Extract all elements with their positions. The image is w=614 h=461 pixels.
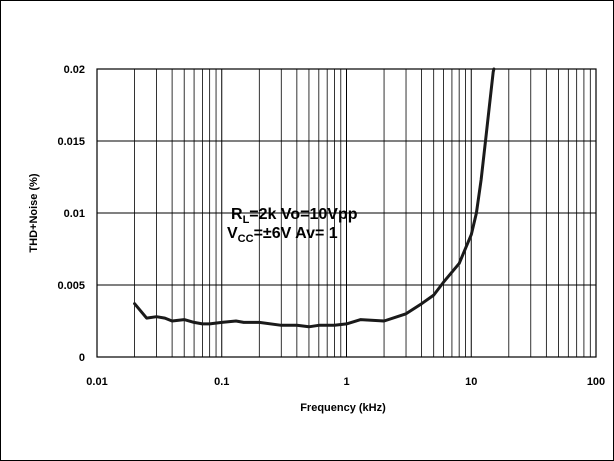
y-tick-label: 0.005 — [57, 280, 85, 292]
grid — [96, 68, 597, 358]
y-axis-title: THD+Noise (%) — [28, 173, 40, 252]
x-tick-label: 0.1 — [214, 376, 229, 388]
y-tick-label: 0.01 — [64, 208, 85, 220]
x-tick-label: 0.01 — [86, 376, 107, 388]
y-tick-label: 0.02 — [64, 64, 85, 76]
x-tick-label: 100 — [587, 376, 605, 388]
tick-labels: 0.01 0.1 1 10 100 0 0.005 0.01 0.015 0.02 — [57, 64, 605, 388]
x-axis-title: Frequency (kHz) — [300, 402, 386, 414]
x-tick-label: 1 — [343, 376, 349, 388]
y-tick-label: 0.015 — [57, 136, 85, 148]
annotation-line-1: RL=2k Vo=10Vpp — [231, 206, 358, 226]
x-tick-label: 10 — [465, 376, 477, 388]
series-line — [133, 67, 496, 329]
y-tick-label: 0 — [79, 352, 85, 364]
annotation-line-2: VCC=±6V Av= 1 — [227, 225, 338, 245]
plot-frame — [96, 68, 597, 358]
series-layer — [133, 67, 496, 329]
